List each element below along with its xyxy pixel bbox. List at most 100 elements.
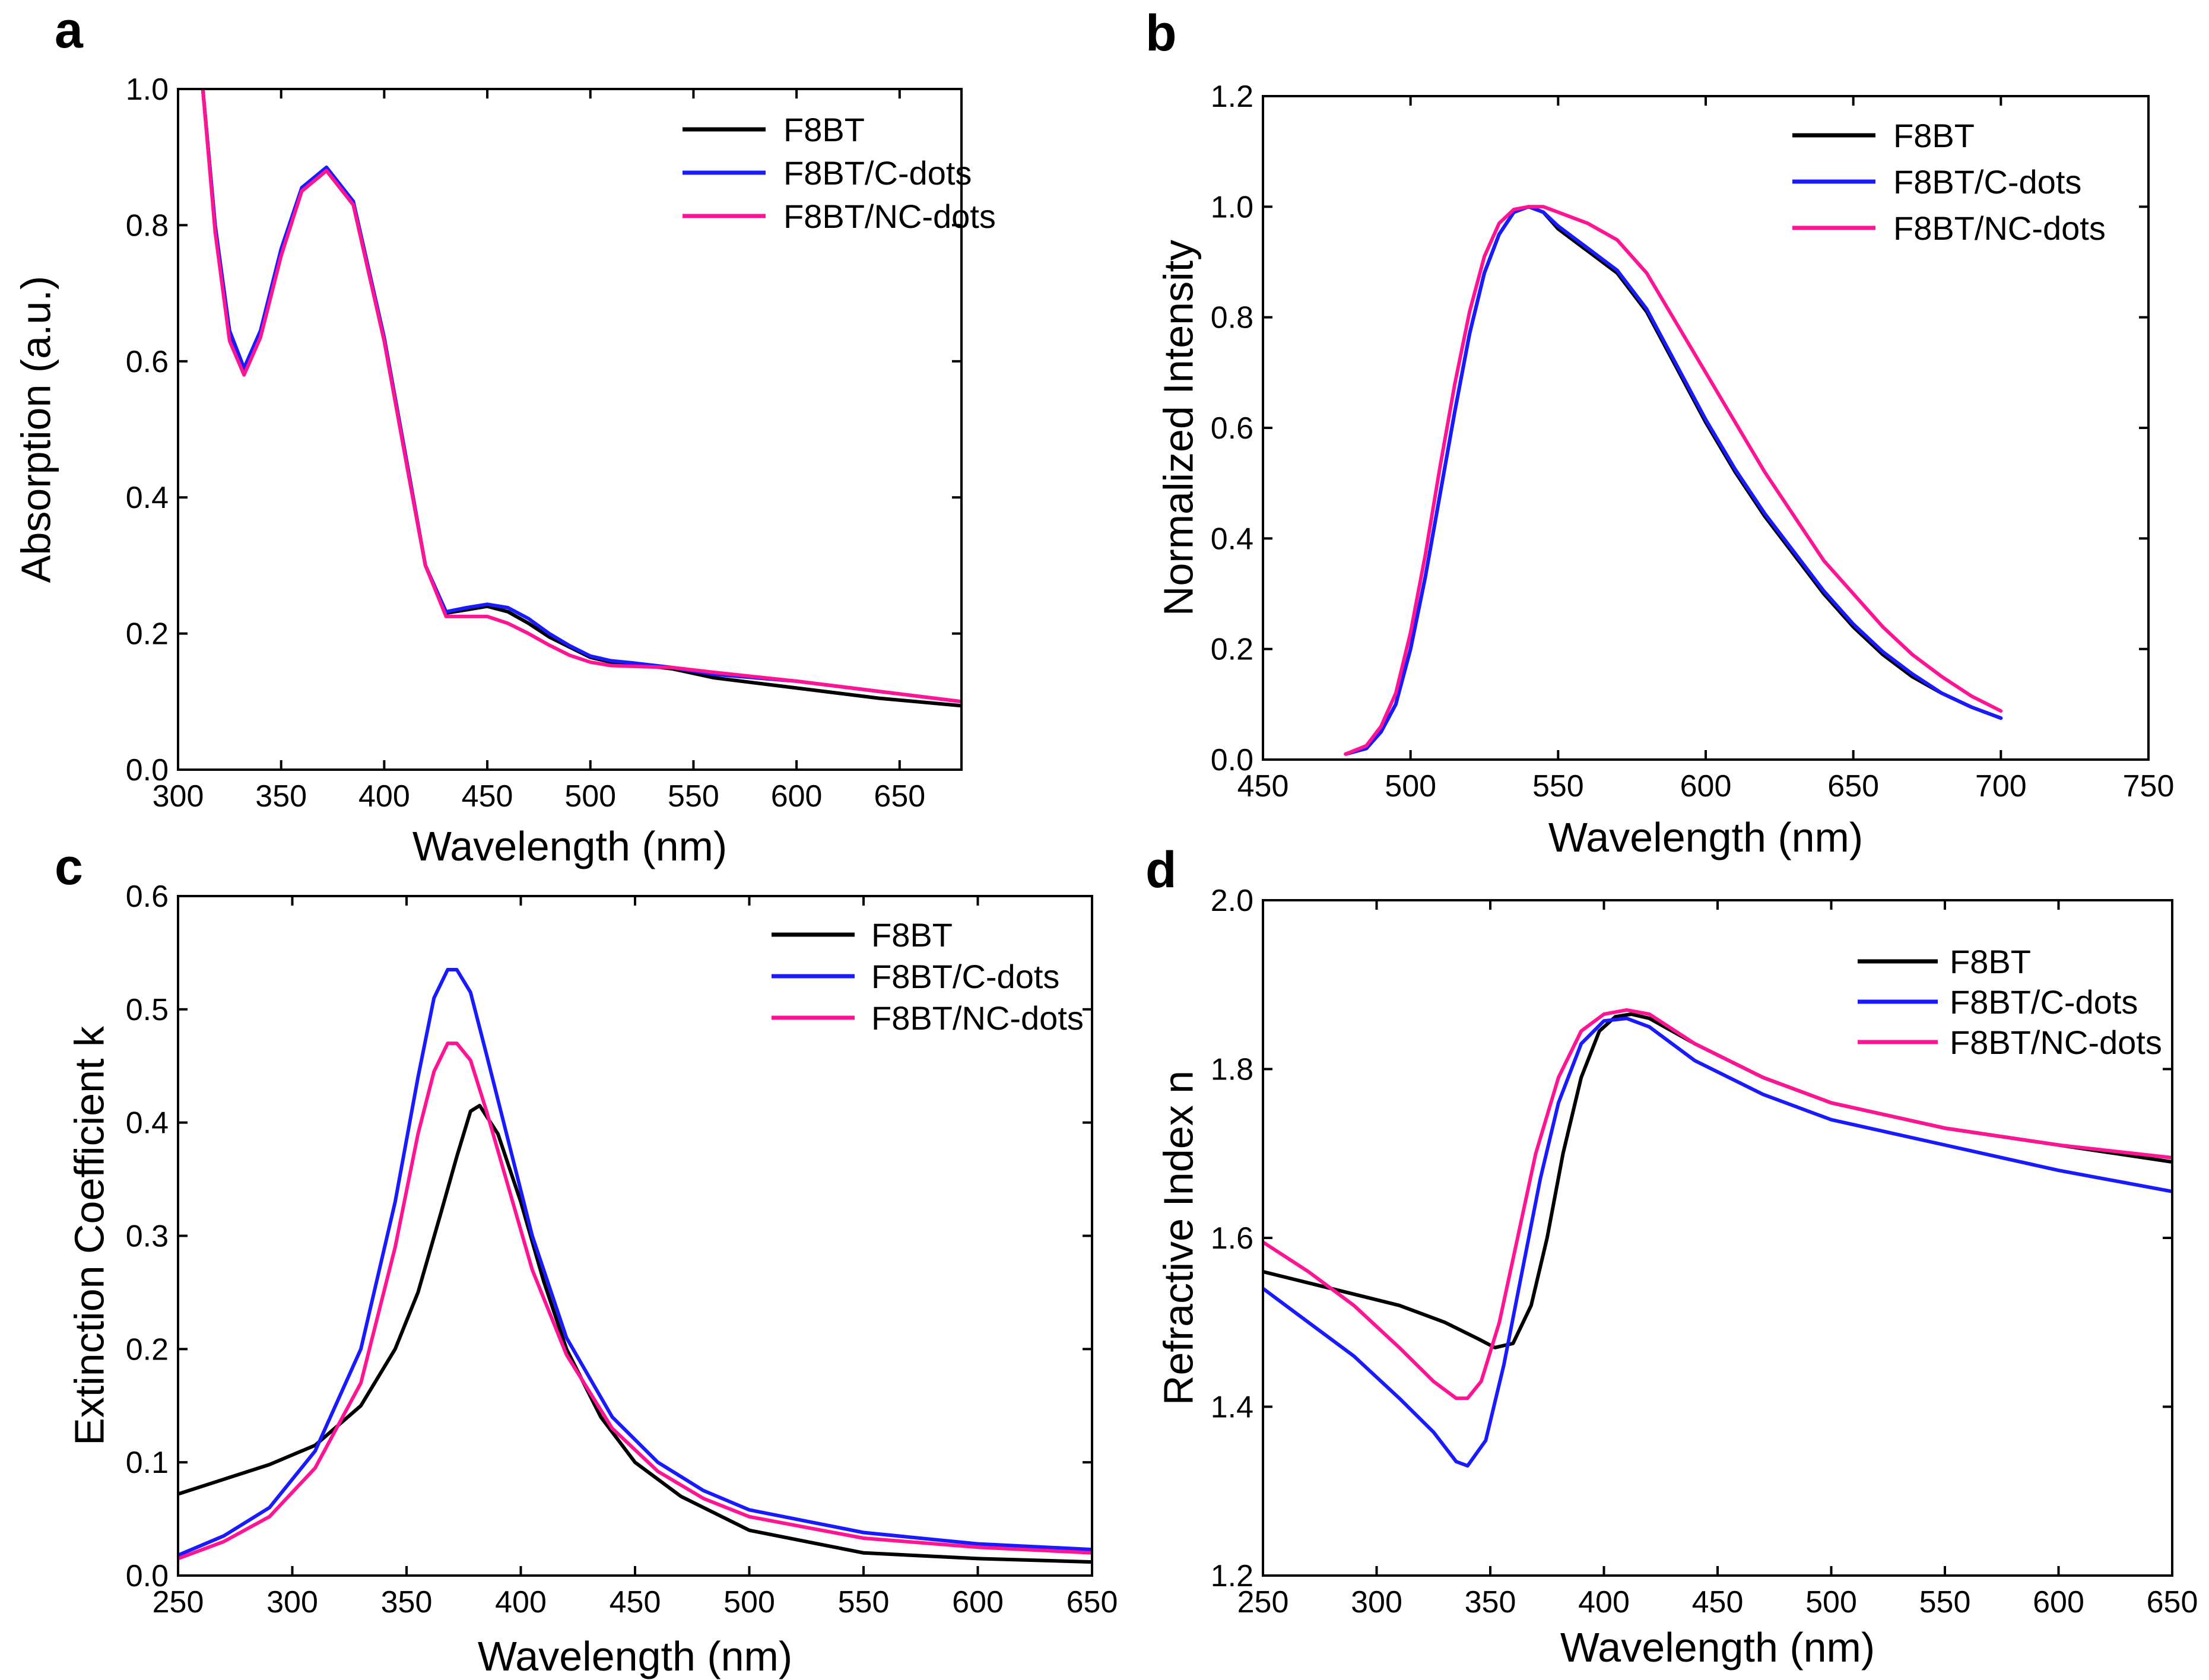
panel-c-legend-label: F8BT/C-dots — [871, 958, 1059, 995]
panel-a-y-tick-label: 0.4 — [126, 481, 169, 515]
panel-d-y-axis-title: Refractive Index n — [1156, 1071, 1202, 1405]
panel-c-y-tick-label: 0.0 — [126, 1559, 169, 1593]
panel-c-x-tick-label: 550 — [838, 1585, 890, 1619]
panel-b-letter: b — [1145, 5, 1177, 62]
panel-a-y-tick-label: 0.0 — [126, 753, 169, 787]
panel-c-x-tick-label: 250 — [153, 1585, 204, 1619]
panel-c-x-tick-label: 400 — [495, 1585, 547, 1619]
panel-c-y-tick-label: 0.4 — [126, 1106, 169, 1141]
panel-c-x-tick-label: 350 — [381, 1585, 433, 1619]
panel-b-legend-label: F8BT — [1893, 117, 1975, 154]
panel-a-y-tick-label: 1.0 — [126, 72, 169, 107]
panel-a-legend-label: F8BT/C-dots — [783, 154, 972, 192]
panel-b-y-tick-label: 1.2 — [1211, 80, 1253, 114]
panel-a-x-tick-label: 650 — [874, 779, 925, 814]
panel-a: 300 350 400 450 500 550 600 650 0.0 0.2 0.4 0.6 0.8 1… — [13, 2, 996, 869]
panel-c-x-tick-label: 650 — [1067, 1585, 1118, 1619]
panel-d-x-tick-label: 300 — [1351, 1585, 1402, 1619]
panel-d-x-tick-label: 450 — [1692, 1585, 1744, 1619]
panel-b-legend-label: F8BT/NC-dots — [1893, 209, 2106, 247]
panel-b-series-2-line — [1344, 205, 2003, 756]
panel-c-legend: F8BT F8BT/C-dots F8BT/NC-dots — [772, 916, 1084, 1037]
panel-a-legend: F8BT F8BT/C-dots F8BT/NC-dots — [683, 111, 996, 235]
panel-a-x-tick-label: 550 — [668, 779, 719, 814]
panel-b-x-tick-label: 700 — [1975, 769, 2027, 804]
panel-c-letter: c — [55, 839, 83, 895]
panel-b-y-tick-label: 0.8 — [1211, 301, 1253, 335]
panel-d: 250 300 350 400 450 500 550 600 650 1.2 1.4 1.6 1.8 2… — [1145, 841, 2198, 1671]
panel-b-x-tick-label: 750 — [2123, 769, 2175, 804]
panel-d-legend-label: F8BT/C-dots — [1950, 983, 2138, 1021]
panel-b-y-tick-label: 0.4 — [1211, 522, 1253, 556]
panel-c-series-0-line — [178, 1104, 1092, 1564]
panel-d-y-tick-label: 1.2 — [1211, 1559, 1253, 1593]
panel-d-y-tick-label: 1.6 — [1211, 1221, 1253, 1256]
panel-a-x-tick-label: 300 — [153, 779, 204, 814]
panel-a-legend-label: F8BT — [783, 111, 865, 148]
panel-d-x-tick-label: 400 — [1578, 1585, 1630, 1619]
panel-c-x-tick-label: 450 — [610, 1585, 661, 1619]
panel-b: 450 500 550 600 650 700 750 0.0 0.2 0.4 0.6 0.8 1.0 1… — [1145, 5, 2174, 860]
panel-a-y-axis-title: Absorption (a.u.) — [13, 276, 59, 583]
panel-c: 250 300 350 400 450 500 550 600 650 0.0 0.1 0.2 0.3 0… — [55, 839, 1118, 1679]
panel-c-x-axis-title: Wavelength (nm) — [478, 1633, 792, 1679]
panel-a-x-tick-label: 600 — [771, 779, 823, 814]
panel-b-legend: F8BT F8BT/C-dots F8BT/NC-dots — [1792, 117, 2106, 247]
panel-b-x-tick-label: 450 — [1237, 769, 1289, 804]
panel-d-legend-label: F8BT/NC-dots — [1950, 1024, 2162, 1061]
panel-b-legend-label: F8BT/C-dots — [1893, 163, 2081, 201]
panel-d-letter: d — [1145, 841, 1177, 898]
panel-b-y-axis-title: Normalized Intensity — [1156, 240, 1202, 616]
panel-b-y-tick-label: 1.0 — [1211, 190, 1253, 224]
panel-b-x-tick-label: 550 — [1532, 769, 1584, 804]
panel-b-y-tick-label: 0.0 — [1211, 743, 1253, 777]
panel-d-x-tick-label: 550 — [1919, 1585, 1971, 1619]
panel-d-legend-label: F8BT — [1950, 943, 2031, 980]
panel-c-y-axis-title: Extinction Coefficient k — [66, 1025, 113, 1446]
panel-b-series-1-line — [1344, 205, 2003, 756]
panel-a-plot-frame — [177, 88, 963, 771]
panel-c-y-tick-label: 0.6 — [126, 879, 169, 914]
panel-d-x-tick-label: 250 — [1237, 1585, 1289, 1619]
panel-d-y-tick-label: 1.8 — [1211, 1053, 1253, 1087]
panel-c-x-tick-label: 300 — [266, 1585, 318, 1619]
panel-c-y-tick-label: 0.2 — [126, 1332, 169, 1367]
panel-d-x-tick-label: 500 — [1805, 1585, 1857, 1619]
panel-a-legend-label: F8BT/NC-dots — [783, 198, 996, 235]
panel-d-x-tick-label: 350 — [1465, 1585, 1516, 1619]
panel-b-y-tick-label: 0.2 — [1211, 633, 1253, 667]
panel-c-series-2-line — [178, 1041, 1092, 1561]
panel-a-x-axis-title: Wavelength (nm) — [412, 823, 727, 869]
panel-a-x-tick-label: 350 — [255, 779, 307, 814]
panel-b-x-axis-title: Wavelength (nm) — [1548, 814, 1863, 860]
panel-c-series-1-line — [178, 968, 1092, 1557]
panel-c-legend-label: F8BT — [871, 916, 953, 954]
panel-a-series-2-line — [201, 89, 961, 704]
panel-d-series-1-line — [1263, 1017, 2172, 1468]
panel-a-letter: a — [55, 2, 84, 59]
panel-d-x-tick-label: 600 — [2033, 1585, 2084, 1619]
panel-c-legend-label: F8BT/NC-dots — [871, 999, 1084, 1037]
panel-a-x-tick-label: 500 — [564, 779, 616, 814]
panel-a-x-tick-label: 400 — [358, 779, 410, 814]
panel-a-x-tick-label: 450 — [462, 779, 513, 814]
panel-a-y-tick-label: 0.6 — [126, 345, 169, 379]
panel-b-x-tick-label: 600 — [1680, 769, 1732, 804]
panel-c-plot-frame — [177, 895, 1093, 1577]
panel-d-x-axis-title: Wavelength (nm) — [1560, 1624, 1875, 1671]
panel-a-y-tick-label: 0.8 — [126, 208, 169, 243]
panel-b-x-tick-label: 650 — [1827, 769, 1879, 804]
panel-d-series-0-line — [1263, 1012, 2172, 1349]
panel-d-y-tick-label: 1.4 — [1211, 1390, 1253, 1425]
panel-a-y-tick-label: 0.2 — [126, 617, 169, 652]
panel-c-y-tick-label: 0.1 — [126, 1446, 169, 1480]
panel-d-x-tick-label: 650 — [2147, 1585, 2198, 1619]
panel-b-y-tick-label: 0.6 — [1211, 411, 1253, 446]
panel-c-x-tick-label: 600 — [952, 1585, 1004, 1619]
panel-b-x-tick-label: 500 — [1385, 769, 1436, 804]
panel-d-series-2-line — [1263, 1008, 2172, 1400]
panel-c-y-tick-label: 0.5 — [126, 993, 169, 1027]
panel-d-y-tick-label: 2.0 — [1211, 884, 1253, 918]
